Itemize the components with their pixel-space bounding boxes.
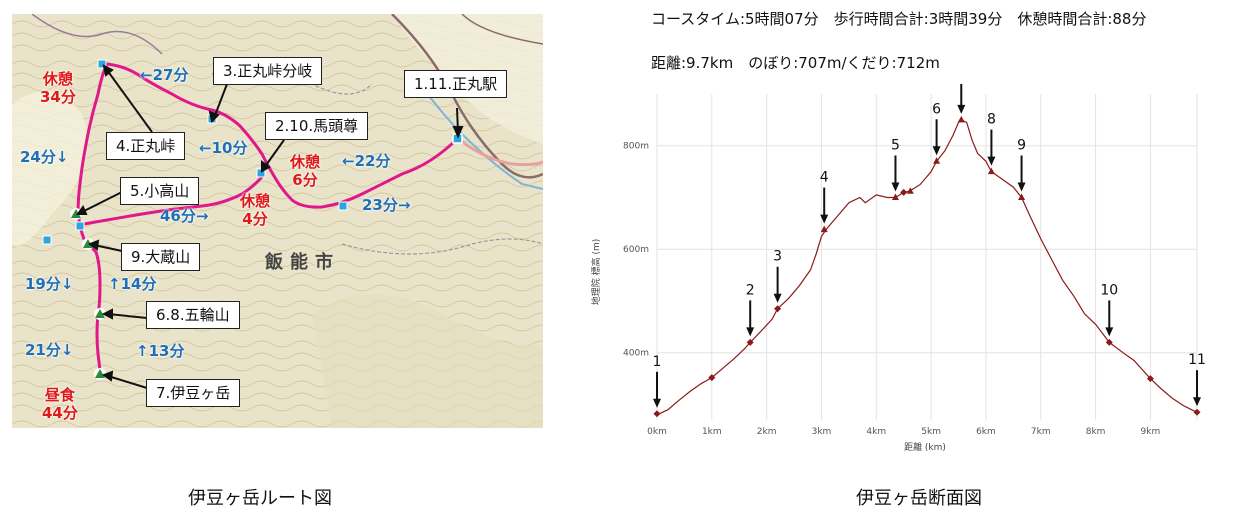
waypoint-marker (1105, 338, 1113, 346)
callout-okurayama: 9.大蔵山 (121, 243, 201, 271)
waypoint-marker (987, 167, 995, 175)
waypoint-marker (900, 188, 908, 196)
waypoint-arrow-head (932, 146, 941, 156)
segment-time: ←22分 (342, 152, 391, 170)
elevation-profile-chart: 400m 600m 800m 0km 1km 2km 3km 4km 5km 6km 7km 8km… (590, 84, 1206, 453)
segment-time: 23分→ (362, 196, 411, 214)
road-line (461, 14, 543, 45)
rest-time-label: 休憩 34分 (40, 70, 76, 106)
waypoint-arrow-head (957, 104, 966, 114)
waypoint-marker (746, 338, 754, 346)
lunch-time-label: 昼食 44分 (42, 386, 78, 422)
x-tick-label: 0km (647, 427, 667, 437)
waypoint-marker (957, 115, 965, 123)
waypoint-number: 10 (1100, 282, 1118, 298)
callout-shomaru-station: 1.11.正丸駅 (404, 70, 508, 98)
y-axis-label: 地理院 標高 (m) (590, 239, 602, 306)
waypoint-arrow-head (653, 398, 661, 408)
segment-time: 24分↓ (20, 148, 69, 166)
segment-time: ↑14分 (108, 275, 157, 293)
hiking-route (83, 173, 266, 226)
elevation-line (656, 119, 1198, 416)
waypoint-marker (774, 305, 782, 313)
checkpoint-marker (97, 59, 107, 69)
callout-gorinzan: 6.8.五輪山 (146, 301, 240, 329)
waypoint-arrow-head (820, 214, 829, 224)
route-map-caption: 伊豆ヶ岳ルート図 (188, 488, 332, 509)
x-axis-label: 距離 (km) (904, 441, 946, 453)
waypoint-number: 2 (746, 282, 755, 298)
segment-time: ↑13分 (136, 342, 185, 360)
x-tick-label: 3km (812, 427, 832, 437)
callout-kotakayama: 5.小高山 (120, 177, 200, 205)
waypoint-arrow-head (1193, 397, 1201, 407)
checkpoint-marker (338, 201, 348, 211)
segment-time: 19分↓ (25, 275, 74, 293)
waypoint-number: 3 (773, 249, 782, 265)
y-tick-label: 800m (623, 142, 649, 152)
x-tick-label: 4km (866, 427, 886, 437)
x-tick-label: 6km (976, 427, 996, 437)
y-tick-label: 600m (623, 245, 649, 255)
waypoint-number: 11 (1188, 352, 1206, 368)
waypoint-number: 8 (987, 112, 996, 128)
y-tick-label: 400m (623, 349, 649, 359)
callout-batoson: 2.10.馬頭尊 (265, 112, 369, 140)
callout-izugatake: 7.伊豆ヶ岳 (146, 379, 241, 407)
x-tick-label: 8km (1086, 427, 1106, 437)
waypoint-arrow-head (746, 327, 755, 337)
waypoint-marker (1193, 408, 1201, 416)
callout-pointers (76, 64, 464, 389)
road-line (391, 14, 543, 179)
rest-time-label: 休憩 4分 (240, 192, 271, 228)
waypoint-number: 6 (932, 101, 941, 117)
segment-time: 21分↓ (25, 341, 74, 359)
road-line (451, 132, 543, 167)
waypoint-number: 4 (820, 170, 829, 186)
waypoint-marker (708, 374, 716, 382)
waypoint-marker (1018, 193, 1026, 200)
x-tick-label: 7km (1031, 427, 1051, 437)
checkpoint-marker (75, 221, 85, 231)
profile-caption: 伊豆ヶ岳断面図 (856, 488, 982, 509)
callout-shomaru-toge-junction: 3.正丸峠分岐 (213, 57, 323, 85)
waypoint-arrow-head (773, 293, 782, 303)
waypoint-marker (891, 193, 899, 200)
summit-marker (94, 308, 106, 320)
waypoint-number: 5 (891, 137, 900, 153)
summit-marker (82, 238, 94, 250)
road-line (31, 14, 163, 55)
waypoint-marker (653, 410, 661, 418)
segment-time: ←10分 (199, 139, 248, 157)
waypoint-arrow-head (1105, 327, 1114, 337)
waypoint-number: 1 (653, 354, 662, 370)
waypoint-arrow-head (1017, 182, 1026, 192)
waypoint-marker (906, 187, 914, 194)
summit-marker (94, 368, 106, 380)
x-tick-label: 9km (1141, 427, 1161, 437)
course-time-summary: コースタイム:5時間07分 歩行時間合計:3時間39分 休憩時間合計:88分 (651, 10, 1147, 28)
rest-time-label: 休憩 6分 (290, 153, 321, 189)
segment-time: 46分→ (160, 207, 209, 225)
waypoint-marker (933, 157, 941, 164)
waypoint-marker (1146, 375, 1154, 383)
distance-summary: 距離:9.7km のぼり:707m/くだり:712m (651, 54, 940, 72)
waypoint-number: 9 (1017, 137, 1026, 153)
segment-time: ←27分 (140, 66, 189, 84)
x-tick-label: 5km (921, 427, 941, 437)
checkpoint-marker (42, 235, 52, 245)
route-map: 飯能市 3.正丸峠分岐 1.11.正丸駅 2.10.馬頭尊 4.正丸峠 5.小高… (12, 14, 543, 428)
hiking-route (76, 62, 460, 375)
waypoint-arrow-head (891, 182, 900, 192)
waypoint-arrow-head (987, 156, 996, 166)
x-tick-label: 1km (702, 427, 722, 437)
road-line (341, 238, 543, 255)
callout-shomaru-toge: 4.正丸峠 (106, 132, 186, 160)
city-label: 飯能市 (265, 252, 340, 273)
x-tick-label: 2km (757, 427, 777, 437)
waypoint-marker (820, 225, 828, 233)
